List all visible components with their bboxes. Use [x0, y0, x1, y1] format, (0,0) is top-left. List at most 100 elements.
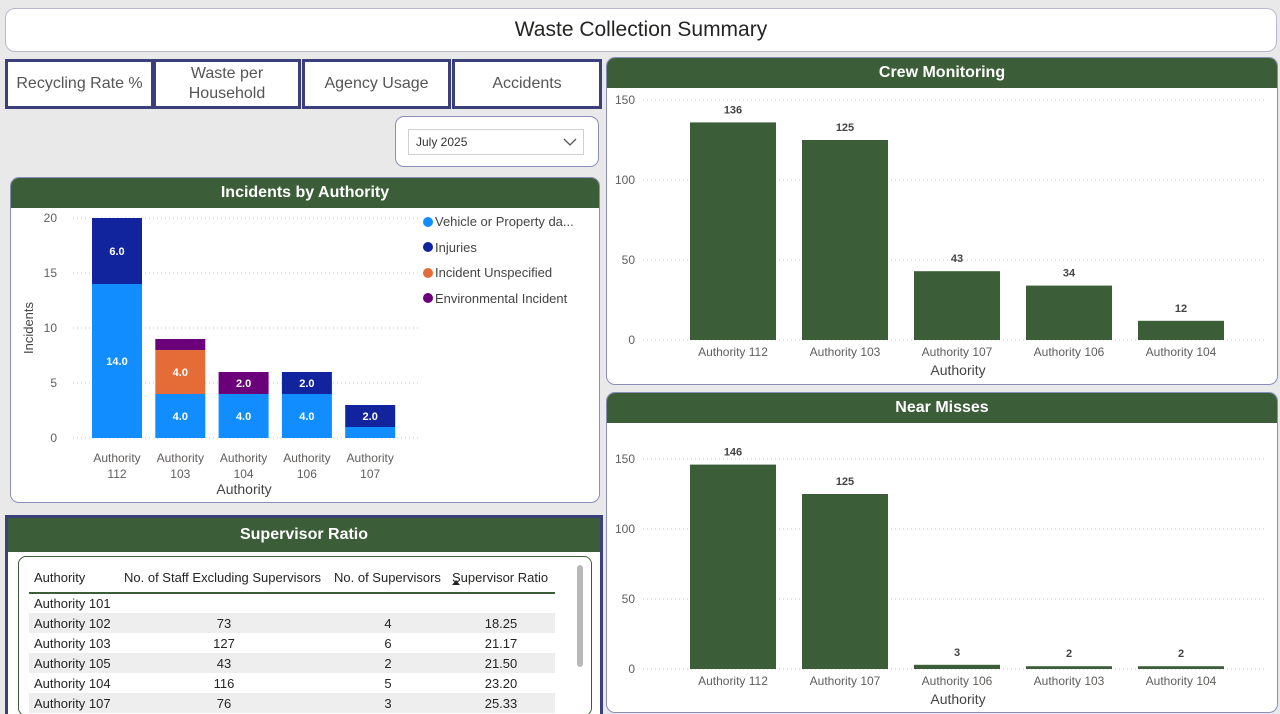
table-row[interactable]: Authority 104 116 5 23.20 — [29, 673, 555, 693]
x-axis-title: Authority — [930, 691, 985, 707]
legend-item-injuries[interactable]: Injuries — [423, 235, 574, 261]
cell-ratio: 23.20 — [484, 675, 518, 691]
table-row[interactable]: Authority 105 43 2 21.50 — [29, 653, 555, 673]
near-misses-chart: 0 50 100 150 146 Authority 112 125 Authority 10… — [615, 447, 1267, 707]
table-row[interactable]: Authority 103 127 6 21.17 — [29, 633, 555, 653]
x-tick-label: Authority 104 — [1146, 345, 1217, 359]
y-tick-label: 20 — [44, 211, 58, 225]
x-tick-label: 106 — [297, 467, 317, 481]
y-tick-label: 100 — [615, 522, 635, 536]
x-tick-label: Authority 112 — [698, 345, 768, 359]
month-dropdown-value: July 2025 — [416, 135, 468, 149]
bar-authority-112 — [690, 464, 776, 669]
x-tick-label: 104 — [234, 467, 254, 481]
bar-authority-107 — [914, 271, 1000, 340]
bar-environmental-incident-authority-103 — [155, 339, 206, 350]
cell-staff: 73 — [119, 613, 329, 633]
column-header-ratio[interactable]: Supervisor Ratio — [447, 563, 555, 594]
bar-incident-unspecified-authority-103 — [155, 350, 206, 394]
sort-ascending-icon[interactable] — [452, 580, 460, 585]
legend-item-unspecified[interactable]: Incident Unspecified — [423, 260, 574, 286]
cell-ratio: 21.17 — [484, 635, 518, 651]
y-tick-label: 10 — [44, 321, 58, 335]
nav-recycling-rate-button[interactable]: Recycling Rate % — [5, 59, 154, 109]
data-label: 136 — [724, 104, 742, 116]
incidents-legend: Vehicle or Property da... Injuries Incid… — [423, 209, 574, 311]
incidents-by-authority-card: Incidents by Authority 0 5 10 15 20 Incidents… — [10, 177, 600, 503]
data-label: 14.0 — [106, 356, 127, 368]
data-label: 4.0 — [173, 411, 188, 423]
legend-dot-environmental — [423, 293, 433, 304]
data-label: 146 — [724, 447, 742, 459]
bar-environmental-incident-authority-104 — [218, 372, 269, 394]
table-row[interactable]: Authority 107 76 3 25.33 — [29, 693, 555, 713]
bar-authority-106 — [1026, 285, 1112, 340]
column-header-supervisors[interactable]: No. of Supervisors — [329, 563, 447, 594]
incidents-chart: 0 5 10 15 20 Incidents 14.0 6.0 Authority 112 4.0 4… — [21, 211, 421, 497]
data-label: 4.0 — [299, 411, 314, 423]
crew-monitoring-chart: 0 50 100 150 136 Authority 112 125 Authority 10… — [615, 93, 1267, 378]
table-row[interactable]: Authority 101 — [29, 593, 555, 613]
column-header-staff[interactable]: No. of Staff Excluding Supervisors — [119, 563, 329, 594]
data-label: 12 — [1175, 303, 1187, 315]
legend-item-vehicle[interactable]: Vehicle or Property da... — [423, 209, 574, 235]
legend-dot-vehicle — [423, 216, 433, 227]
bar-vehicle-or-property-da-authority-112 — [92, 284, 142, 438]
cell-authority: Authority 104 — [34, 675, 111, 691]
bar-authority-104 — [1138, 320, 1224, 340]
cell-ratio — [447, 593, 555, 613]
data-label: 2 — [1178, 648, 1184, 660]
legend-label-vehicle: Vehicle or Property da... — [435, 214, 574, 230]
y-tick-label: 0 — [628, 333, 635, 347]
bar-vehicle-or-property-da-authority-106 — [281, 394, 332, 438]
bar-authority-112 — [690, 122, 776, 341]
bar-authority-104 — [1138, 666, 1224, 669]
bar-injuries-authority-106 — [281, 372, 332, 394]
cell-authority: Authority 105 — [29, 653, 119, 673]
chevron-down-icon[interactable] — [563, 135, 577, 149]
supervisor-ratio-card: Supervisor Ratio Authority No. of Staff … — [5, 515, 603, 714]
cell-supervisors — [329, 593, 447, 613]
cell-staff: 116 — [213, 675, 235, 691]
bar-authority-107 — [802, 494, 888, 669]
cell-authority: Authority 103 — [34, 635, 111, 651]
x-tick-label: Authority 106 — [922, 674, 993, 688]
data-label: 3 — [954, 647, 960, 659]
cell-ratio: 21.50 — [447, 653, 555, 673]
table-scrollbar[interactable] — [577, 565, 583, 667]
x-tick-label: 107 — [360, 467, 380, 481]
y-tick-label: 0 — [50, 431, 57, 445]
x-axis-title: Authority — [216, 481, 271, 497]
bar-injuries-authority-112 — [92, 218, 142, 284]
x-tick-label: Authority — [157, 451, 204, 465]
column-header-authority[interactable]: Authority — [29, 563, 119, 594]
legend-label-environmental: Environmental Incident — [435, 290, 568, 306]
bar-injuries-authority-107 — [345, 405, 396, 427]
x-tick-label: Authority 112 — [698, 674, 768, 688]
legend-item-environmental[interactable]: Environmental Incident — [423, 286, 574, 312]
bar-authority-103 — [802, 140, 888, 340]
cell-staff: 127 — [213, 635, 235, 651]
data-label: 125 — [836, 122, 854, 134]
y-tick-label: 0 — [628, 662, 635, 676]
nav-agency-usage-button[interactable]: Agency Usage — [302, 59, 451, 109]
near-misses-card: Near Misses 0 50 100 150 146 Authority 112 125… — [606, 392, 1278, 713]
x-tick-label: Authority — [93, 451, 140, 465]
legend-label-unspecified: Incident Unspecified — [435, 265, 553, 281]
data-label: 4.0 — [236, 411, 251, 423]
bar-authority-106 — [914, 664, 1000, 669]
data-label: 2 — [1066, 648, 1072, 660]
table-header-row: Authority No. of Staff Excluding Supervi… — [29, 563, 555, 594]
data-label: 2.0 — [363, 411, 378, 423]
x-tick-label: 112 — [107, 467, 126, 481]
nav-waste-per-household-button[interactable]: Waste per Household — [153, 59, 301, 109]
cell-supervisors: 2 — [329, 653, 447, 673]
nav-accidents-button[interactable]: Accidents — [452, 59, 602, 109]
legend-dot-injuries — [423, 242, 433, 253]
table-row[interactable]: Authority 102 73 4 18.25 — [29, 613, 555, 633]
cell-authority: Authority 102 — [29, 613, 119, 633]
data-label: 6.0 — [109, 246, 124, 258]
month-dropdown[interactable]: July 2025 — [408, 129, 584, 155]
cell-supervisors: 4 — [329, 613, 447, 633]
month-slicer: July 2025 — [395, 116, 599, 167]
